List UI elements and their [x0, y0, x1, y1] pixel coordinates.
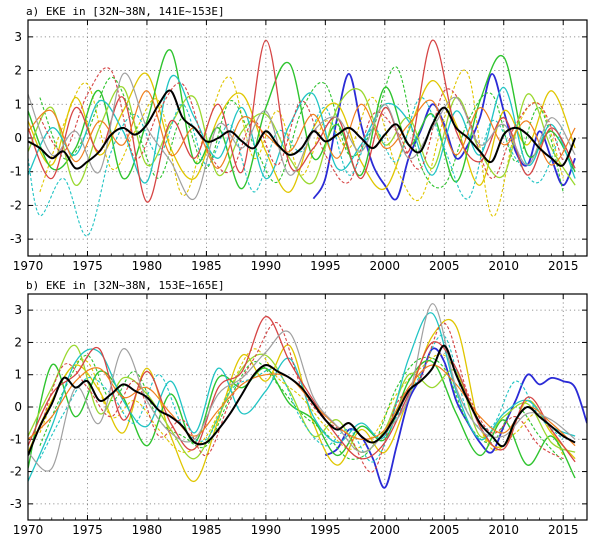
series-line	[39, 334, 564, 463]
y-tick-label: 0	[14, 131, 22, 145]
x-tick-label: 2010	[488, 523, 519, 537]
y-tick-label: 1	[14, 97, 22, 111]
index-series-line	[28, 89, 577, 170]
y-tick-label: -3	[10, 497, 22, 511]
y-tick-label: 1	[14, 368, 22, 382]
plot-frame	[27, 293, 588, 521]
series-line	[28, 303, 576, 472]
x-tick-label: 1980	[132, 523, 163, 537]
series-line	[28, 72, 576, 193]
series-line	[28, 364, 576, 447]
x-tick-label: 2015	[548, 523, 579, 537]
x-tick-label: 2005	[429, 523, 460, 537]
series-line	[28, 72, 576, 200]
series-line	[28, 39, 576, 203]
x-tick-label: 1995	[310, 259, 341, 273]
y-tick-label: -3	[10, 232, 22, 246]
y-tick-label: 3	[14, 303, 22, 317]
x-tick-label: 1995	[310, 523, 341, 537]
y-tick-label: 0	[14, 400, 22, 414]
series-line	[28, 90, 576, 169]
series-line	[39, 354, 564, 463]
x-tick-label: 1970	[13, 259, 44, 273]
panel-b: b) EKE in [32N~38N, 153E~165E] -3 -2 -1 0 1 2 3…	[10, 279, 588, 537]
series-line	[28, 359, 576, 479]
series-line	[39, 69, 564, 217]
panel-title: a) EKE in [32N~38N, 141E~153E]	[26, 5, 225, 18]
x-tick-label: 2015	[548, 259, 579, 273]
series-line	[28, 344, 576, 460]
x-tick-label: 1990	[251, 523, 282, 537]
y-tick-label: 2	[14, 64, 22, 78]
x-tick-label: 2010	[488, 259, 519, 273]
x-tick-label: 1975	[72, 259, 103, 273]
y-tick-label: 2	[14, 335, 22, 349]
x-tick-label: 1985	[191, 523, 222, 537]
x-tick-label: 2000	[370, 523, 401, 537]
series-line	[324, 347, 587, 489]
y-tick-label: -1	[10, 432, 22, 446]
x-tick-label: 1975	[72, 523, 103, 537]
y-tick-label: -2	[10, 198, 22, 212]
x-tick-label: 1980	[132, 259, 163, 273]
y-tick-label: 3	[14, 30, 22, 44]
index-series-line	[28, 344, 576, 456]
x-tick-label: 1970	[13, 523, 44, 537]
panel-a: a) EKE in [32N~38N, 141E~153E] -3 -2 -1 0 1 2 3…	[10, 5, 588, 273]
y-tick-label: -1	[10, 165, 22, 179]
series-line	[28, 315, 576, 463]
panel-title: b) EKE in [32N~38N, 153E~165E]	[26, 279, 225, 292]
x-tick-label: 1985	[191, 259, 222, 273]
x-tick-label: 1990	[251, 259, 282, 273]
series-line	[28, 312, 576, 482]
y-tick-label: -2	[10, 465, 22, 479]
x-tick-label: 2005	[429, 259, 460, 273]
series-line	[28, 96, 564, 237]
x-tick-label: 2000	[370, 259, 401, 273]
plot-frame	[27, 19, 588, 257]
